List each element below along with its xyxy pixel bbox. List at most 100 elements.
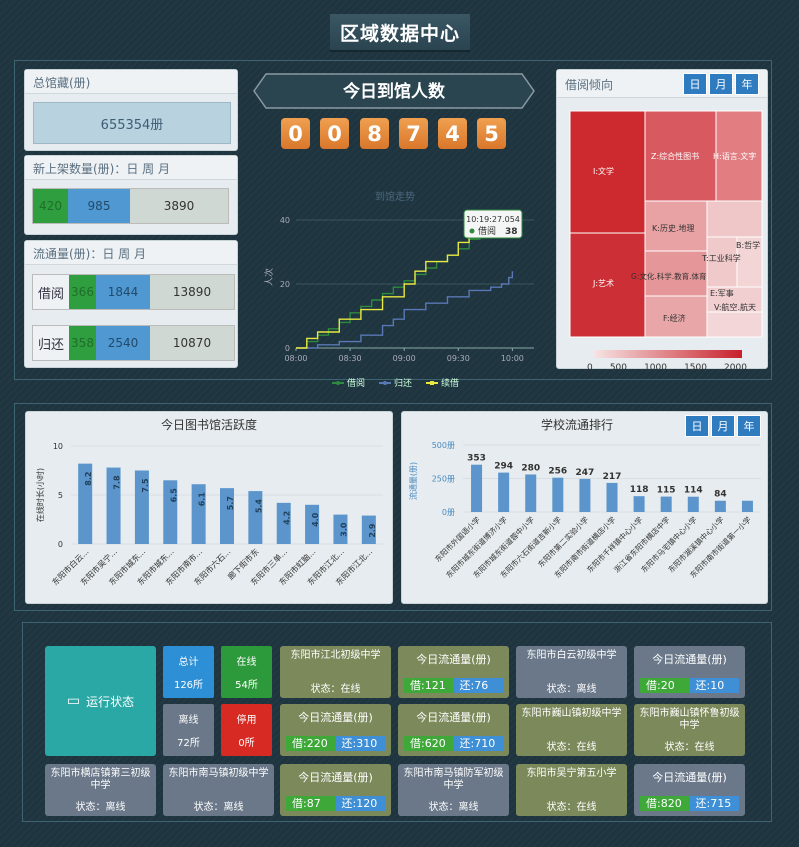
legend-renew: 续借 <box>441 377 459 389</box>
tendency-tab-month[interactable]: 月 <box>709 73 733 95</box>
school-status: 状态：在线 <box>546 802 597 813</box>
new-shelf-panel: 新上架数量(册)：日 周 月 420 985 3890 <box>24 155 238 235</box>
flow-borrow: 借:220 <box>286 736 336 751</box>
school-status: 状态：在线 <box>310 684 361 695</box>
flow-card[interactable]: 今日流通量(册) 借:220 还:310 <box>280 704 391 756</box>
flow-card[interactable]: 今日流通量(册) 借:121 还:76 <box>398 646 509 698</box>
school-card[interactable]: 东阳市白云初级中学 状态：离线 <box>516 646 627 698</box>
page-title: 区域数据中心 <box>330 14 470 52</box>
activity-bar <box>134 470 149 544</box>
top-frame <box>14 60 772 380</box>
ranking-bar <box>633 496 645 512</box>
treemap-label: I:文学 <box>593 166 614 176</box>
line-chart-title: 到馆走势 <box>375 190 415 203</box>
visitor-digit: 8 <box>360 118 389 149</box>
ranking-value-label: 353 <box>467 454 486 464</box>
y-tick-label: 10 <box>53 442 63 451</box>
activity-bar <box>276 502 291 544</box>
stat-online-label: 在线 <box>236 657 257 668</box>
tendency-tab-day[interactable]: 日 <box>683 73 707 95</box>
monitor-icon: ▭ <box>66 693 81 709</box>
ranking-bar <box>525 474 537 512</box>
flow-label: 今日流通量(册) <box>298 711 373 724</box>
ranking-value-label: 114 <box>684 486 703 496</box>
collection-label: 总馆藏(册) <box>25 70 237 94</box>
ranking-tab-year[interactable]: 年 <box>737 415 761 437</box>
bottom-frame <box>22 622 772 822</box>
school-card[interactable]: 东阳市巍山镇怀鲁初级中学 状态：在线 <box>634 704 745 756</box>
ranking-tab-month[interactable]: 月 <box>711 415 735 437</box>
school-card[interactable]: 东阳市南马镇防军初级中学 状态：离线 <box>398 764 509 816</box>
activity-bar <box>333 514 348 544</box>
activity-value-label: 4.2 <box>283 511 292 525</box>
activity-value-label: 3.0 <box>339 522 348 537</box>
flow-card[interactable]: 今日流通量(册) 借:620 还:710 <box>398 704 509 756</box>
treemap: I:文学 Z:综合性图书 H:语言.文字 K:历史.地理 J:艺术 G:文化.科… <box>569 110 763 358</box>
x-tick-label: 09:00 <box>393 354 416 363</box>
activity-value-label: 2.9 <box>368 523 377 538</box>
visitor-digit: 7 <box>399 118 428 149</box>
circulation-panel: 流通量(册)：日 周 月 借阅 366 1844 13890 归还 358 25… <box>24 240 238 368</box>
activity-value-label: 5.7 <box>226 496 235 510</box>
treemap-label: J:艺术 <box>592 278 614 288</box>
activity-title: 今日图书馆活跃度 <box>161 417 257 432</box>
activity-value-label: 7.5 <box>141 478 150 493</box>
ranking-bar <box>579 478 591 512</box>
new-shelf-row: 420 985 3890 <box>32 188 229 224</box>
return-day: 358 <box>69 326 96 360</box>
flow-card[interactable]: 今日流通量(册) 借:20 还:10 <box>634 646 745 698</box>
run-status-label: 运行状态 <box>86 694 135 709</box>
x-tick-label: 10:00 <box>501 354 524 363</box>
new-shelf-day: 420 <box>33 189 68 223</box>
flow-card[interactable]: 今日流通量(册) 借:87 还:120 <box>280 764 391 816</box>
flow-return: 还:120 <box>335 796 385 811</box>
line-chart: 到馆走势 人次 0 20 40 08:00 08:30 09:00 09:30 10:00 1… <box>263 190 534 389</box>
circulation-borrow-row: 借阅 366 1844 13890 <box>32 274 235 310</box>
flow-card[interactable]: 今日流通量(册) 借:820 还:715 <box>634 764 745 816</box>
ranking-value-label: 280 <box>521 463 540 473</box>
stat-offline-value: 72所 <box>177 738 200 749</box>
legend-return: 归还 <box>394 377 412 389</box>
tendency-title: 借阅倾向 <box>565 78 614 92</box>
middle-frame <box>14 403 772 611</box>
visitors-title: 今日到馆人数 <box>343 81 446 102</box>
return-label: 归还 <box>33 326 69 360</box>
school-name: 东阳市巍山镇初级中学 <box>521 708 622 719</box>
stat-total-value: 126所 <box>173 680 204 691</box>
school-card[interactable]: 东阳市南马镇初级中学 状态：离线 <box>163 764 274 816</box>
activity-value-label: 8.2 <box>84 472 93 486</box>
ranking-bar <box>471 464 483 512</box>
school-name: 东阳市江北初级中学 <box>290 650 381 661</box>
stat-total-label: 总计 <box>178 657 199 668</box>
line-tooltip: 10:19:27.054 借阅 38 <box>463 209 523 239</box>
school-card[interactable]: 东阳市吴宁第五小学 状态：在线 <box>516 764 627 816</box>
flow-borrow: 借:20 <box>640 678 690 693</box>
flow-borrow: 借:87 <box>286 796 336 811</box>
collection-panel: 总馆藏(册) 655354册 <box>24 69 238 151</box>
x-tick-label: 09:30 <box>447 354 470 363</box>
ranking-bar <box>714 500 726 512</box>
activity-panel <box>25 411 393 604</box>
ranking-tab-day[interactable]: 日 <box>685 415 709 437</box>
scale-tick: 0 <box>587 363 593 373</box>
new-shelf-label: 新上架数量(册)：日 周 月 <box>25 156 237 180</box>
ranking-category-label: 东阳市外国语小学 <box>432 514 482 564</box>
school-card[interactable]: 东阳市巍山镇初级中学 状态：在线 <box>516 704 627 756</box>
school-card[interactable]: 东阳市横店镇第三初级中学 状态：离线 <box>45 764 156 816</box>
tendency-tab-year[interactable]: 年 <box>735 73 759 95</box>
activity-value-label: 5.4 <box>254 499 263 514</box>
school-status: 状态：在线 <box>664 742 715 753</box>
ranking-value-label: 217 <box>603 472 622 482</box>
ranking-value-label: 256 <box>548 467 567 477</box>
tooltip-series: 借阅 <box>478 225 496 237</box>
stat-total: 总计 126所 <box>163 646 214 698</box>
stat-disabled-label: 停用 <box>236 715 257 726</box>
new-shelf-week: 985 <box>68 189 130 223</box>
school-status: 状态：离线 <box>193 802 244 813</box>
y-tick-label: 250册 <box>432 475 455 484</box>
school-card[interactable]: 东阳市江北初级中学 状态：在线 <box>280 646 391 698</box>
run-status-tile[interactable]: ▭ 运行状态 <box>45 646 156 756</box>
activity-bar <box>361 515 376 544</box>
school-status: 状态：离线 <box>428 802 479 813</box>
activity-bar <box>106 467 121 544</box>
